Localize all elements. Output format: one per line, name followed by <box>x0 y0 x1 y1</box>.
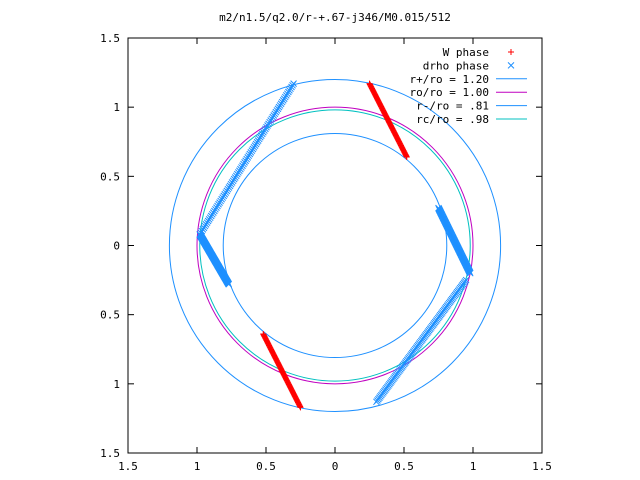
legend-label: W phase <box>443 46 489 59</box>
phase-points <box>196 80 474 411</box>
circle-0-81 <box>222 132 448 359</box>
chart-title: m2/n1.5/q2.0/r-+.67-j346/M0.015/512 <box>219 11 451 24</box>
x-tick-label: 0.5 <box>256 460 276 473</box>
x-tick-label: 0 <box>332 460 339 473</box>
reference-circles <box>168 79 502 412</box>
y-tick-label: 1.5 <box>100 32 120 45</box>
legend-label: rc/ro = .98 <box>416 113 489 126</box>
legend-label: r+/ro = 1.20 <box>410 73 489 86</box>
x-tick-label: 1.5 <box>532 460 552 473</box>
legend-label: drho phase <box>423 59 489 72</box>
w-phase-point <box>508 49 514 55</box>
circle-1-2 <box>168 79 502 412</box>
drho-phase-point <box>507 62 515 69</box>
w-phase-point <box>403 153 410 160</box>
w-phase-point <box>297 404 304 411</box>
circle-1 <box>196 106 474 385</box>
y-tick-label: 1 <box>113 378 120 391</box>
circle-0-98 <box>199 109 471 382</box>
y-tick-label: 0.5 <box>100 170 120 183</box>
y-tick-label: 0 <box>113 240 120 253</box>
drho-phase-point <box>373 398 380 406</box>
x-tick-label: 1 <box>194 460 201 473</box>
x-tick-label: 0.5 <box>394 460 414 473</box>
y-tick-label: 1.5 <box>100 447 120 460</box>
drho-phase-point <box>225 280 233 288</box>
legend-label: r-/ro = .81 <box>416 100 489 113</box>
x-tick-label: 1.5 <box>118 460 138 473</box>
y-tick-label: 0.5 <box>100 309 120 322</box>
x-tick-label: 1 <box>470 460 477 473</box>
drho-phase-point <box>466 269 474 277</box>
legend-label: ro/ro = 1.00 <box>410 86 489 99</box>
axes: 1.5 1 0.5 0 0.5 1 1.51.510.500.511.5 <box>100 32 552 473</box>
y-tick-label: 1 <box>113 101 120 114</box>
